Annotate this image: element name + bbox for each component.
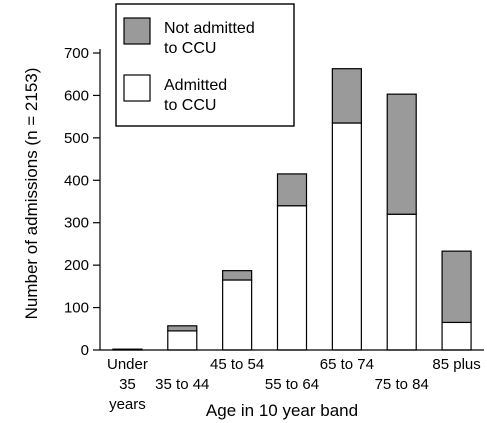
bar-segment (331, 68, 362, 124)
bar-segment (331, 122, 362, 351)
bar-segment (441, 250, 472, 324)
x-tick-label: Under (107, 356, 148, 373)
legend-swatch (123, 74, 151, 102)
x-tick-label: 35 to 44 (155, 376, 209, 393)
bar-segment (276, 205, 308, 351)
bar-segment (167, 330, 198, 351)
bar-segment (441, 321, 472, 351)
bar-segment (386, 213, 417, 351)
y-tick-label: 600 (64, 87, 89, 104)
bar-segment (222, 270, 253, 281)
x-tick-label: 85 plus (432, 356, 480, 373)
legend-label: to CCU (164, 40, 216, 57)
x-tick-label: 35 (119, 376, 136, 393)
legend-label: Admitted (164, 77, 227, 94)
y-tick-label: 200 (64, 257, 89, 274)
y-tick-label: 700 (64, 45, 89, 62)
x-tick-label: years (109, 396, 146, 413)
y-tick-label: 300 (64, 215, 89, 232)
x-tick-label: 65 to 74 (320, 356, 374, 373)
y-tick-label: 500 (64, 130, 89, 147)
x-axis-title: Age in 10 year band (206, 401, 358, 420)
legend: Not admitted to CCU Admitted to CCU (115, 3, 295, 127)
y-tick-label: 100 (64, 300, 89, 317)
y-axis-title: Number of admissions (n = 2153) (22, 68, 41, 320)
x-tick-label: 45 to 54 (210, 356, 264, 373)
x-tick-label: 55 to 64 (265, 376, 319, 393)
bar-segment (222, 279, 253, 351)
y-ticks: 0 100 200 300 400 500 600 700 (64, 45, 100, 359)
bar-segment (386, 93, 417, 215)
legend-swatch (123, 17, 151, 45)
y-tick-label: 0 (81, 342, 89, 359)
x-tick-label: 75 to 84 (375, 376, 429, 393)
y-tick-label: 400 (64, 172, 89, 189)
bar-segment (167, 325, 198, 332)
legend-label: to CCU (164, 97, 216, 114)
legend-label: Not admitted (164, 20, 255, 37)
bar-segment (276, 173, 308, 207)
bars-layer (112, 68, 472, 351)
